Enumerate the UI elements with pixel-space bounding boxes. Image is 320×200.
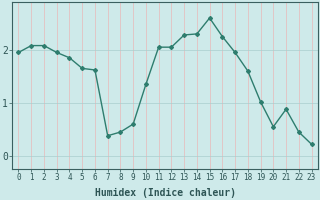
X-axis label: Humidex (Indice chaleur): Humidex (Indice chaleur) [94, 188, 236, 198]
